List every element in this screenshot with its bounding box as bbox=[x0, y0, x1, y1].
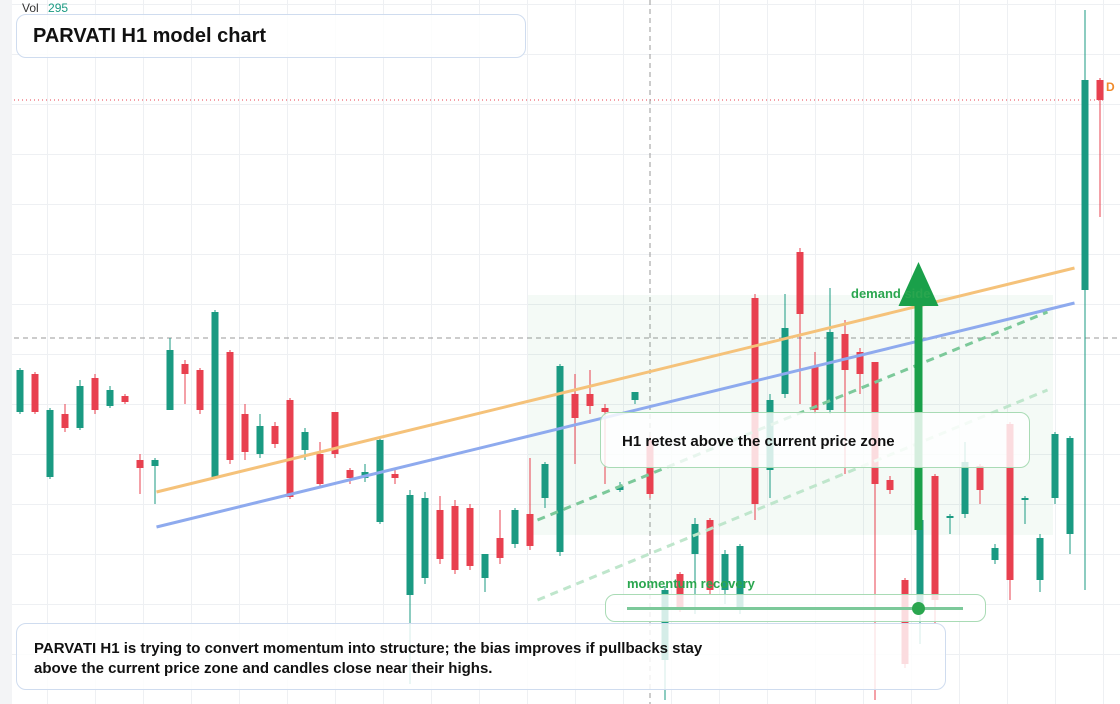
candle-body bbox=[781, 328, 789, 394]
summary-line: above the current price zone and candles… bbox=[34, 660, 493, 677]
zone-label: demand side bbox=[851, 286, 931, 301]
candle-body bbox=[916, 520, 924, 610]
summary-box: PARVATI H1 is trying to convert momentum… bbox=[16, 623, 946, 690]
summary-line: PARVATI H1 is trying to convert momentum… bbox=[34, 640, 703, 657]
candle-body bbox=[406, 495, 414, 595]
candle-body bbox=[991, 548, 999, 560]
candle-body bbox=[961, 462, 969, 514]
candle-body bbox=[136, 460, 144, 468]
candle-body bbox=[301, 432, 309, 450]
left-strip bbox=[0, 0, 12, 704]
candle-body bbox=[1021, 498, 1029, 500]
candle-body bbox=[211, 312, 219, 477]
candle-body bbox=[556, 366, 564, 552]
candle-body bbox=[46, 410, 54, 477]
candle-body bbox=[76, 386, 84, 428]
candle-body bbox=[166, 350, 174, 410]
momentum-slider bbox=[605, 594, 986, 622]
candle-body bbox=[586, 394, 594, 406]
candle-body bbox=[121, 396, 129, 402]
arrow-head bbox=[898, 262, 939, 306]
candle-body bbox=[256, 426, 264, 454]
slider-track bbox=[627, 607, 963, 610]
candle-body bbox=[466, 508, 474, 566]
candle-body bbox=[541, 464, 549, 498]
candle-body bbox=[331, 412, 339, 454]
candle-body bbox=[16, 370, 24, 412]
momentum-label: momentum recovery bbox=[627, 576, 755, 591]
candle-body bbox=[616, 486, 624, 490]
candle-body bbox=[196, 370, 204, 410]
retest-note: H1 retest above the current price zone bbox=[600, 412, 1030, 468]
candle-body bbox=[181, 364, 189, 374]
candle-body bbox=[736, 546, 744, 610]
slider-knob bbox=[912, 602, 925, 615]
candle-body bbox=[1081, 80, 1089, 290]
candle-body bbox=[436, 510, 444, 559]
candle-body bbox=[1036, 538, 1044, 580]
candle-body bbox=[1006, 424, 1014, 580]
candle-body bbox=[751, 298, 759, 504]
volume-legend: Vol 295 bbox=[22, 1, 68, 15]
candle-body bbox=[421, 498, 429, 578]
volume-value: 295 bbox=[48, 1, 69, 15]
candle-body bbox=[796, 252, 804, 314]
level-text: D bbox=[1106, 80, 1115, 94]
candle-body bbox=[976, 466, 984, 490]
candle-body bbox=[286, 400, 294, 497]
candle-body bbox=[526, 514, 534, 546]
candle-body bbox=[1051, 434, 1059, 498]
candle-body bbox=[901, 580, 909, 664]
candle-body bbox=[706, 520, 714, 590]
candle-body bbox=[886, 480, 894, 490]
candle-body bbox=[481, 554, 489, 578]
candle-body bbox=[91, 378, 99, 410]
candle-body bbox=[346, 470, 354, 478]
volume-label: Vol bbox=[22, 1, 39, 15]
trend-line bbox=[536, 310, 1049, 522]
candle-body bbox=[511, 510, 519, 544]
candle-body bbox=[856, 352, 864, 374]
candle-body bbox=[451, 506, 459, 570]
candle-body bbox=[241, 414, 249, 452]
candle-body bbox=[691, 524, 699, 554]
candle-body bbox=[376, 440, 384, 522]
candle-body bbox=[721, 554, 729, 590]
candle-body bbox=[931, 476, 939, 600]
candle-body bbox=[271, 426, 279, 444]
candle-body bbox=[811, 366, 819, 410]
candle-body bbox=[841, 334, 849, 370]
candle-body bbox=[1096, 80, 1104, 100]
candle-body bbox=[946, 516, 954, 518]
candle-body bbox=[631, 392, 639, 400]
trend-line bbox=[536, 388, 1049, 602]
candle-body bbox=[496, 538, 504, 558]
candle-body bbox=[601, 408, 609, 412]
candle-body bbox=[1066, 438, 1074, 534]
candle-body bbox=[151, 460, 159, 466]
candle-body bbox=[316, 454, 324, 484]
candle-body bbox=[31, 374, 39, 412]
candle-body bbox=[676, 574, 684, 608]
candle-body bbox=[826, 332, 834, 410]
candle-body bbox=[226, 352, 234, 460]
candle-body bbox=[571, 394, 579, 418]
candle-body bbox=[391, 474, 399, 478]
chart-title: PARVATI H1 model chart bbox=[16, 14, 526, 58]
candle-body bbox=[61, 414, 69, 428]
level-label: D bbox=[1106, 80, 1115, 94]
candle-body bbox=[106, 390, 114, 406]
